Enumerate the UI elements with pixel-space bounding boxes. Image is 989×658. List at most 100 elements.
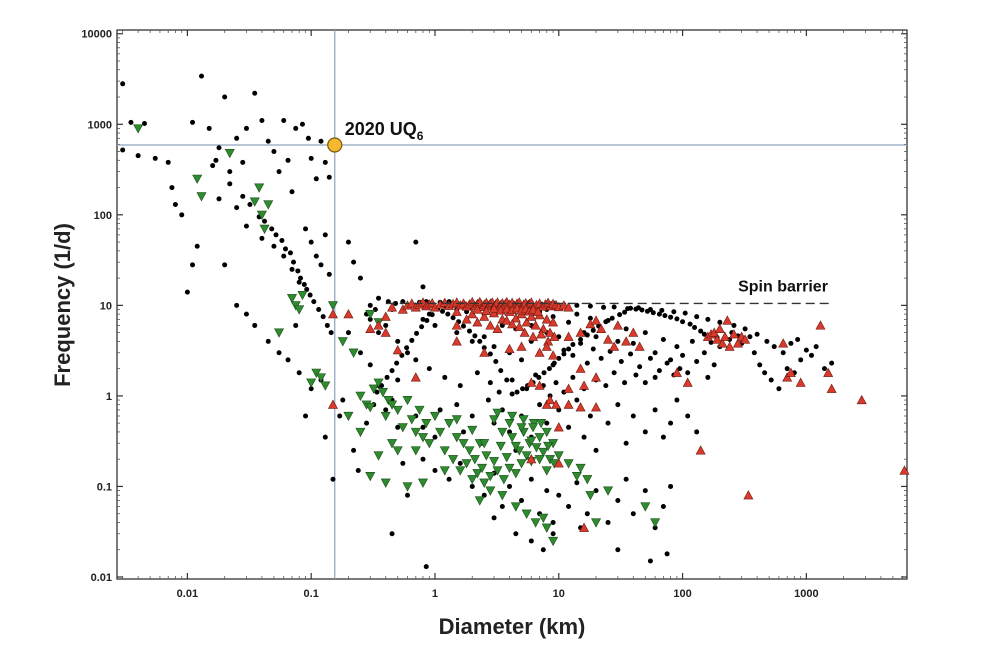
data-point-triangle-up bbox=[489, 308, 500, 318]
data-point-circle bbox=[420, 284, 426, 290]
data-point-triangle-up bbox=[743, 490, 754, 500]
data-point-triangle-up bbox=[728, 329, 739, 339]
data-point-circle bbox=[764, 338, 770, 344]
data-point-circle bbox=[601, 304, 607, 310]
data-point-triangle-up bbox=[612, 320, 623, 330]
data-point-circle bbox=[668, 314, 674, 320]
data-point-circle bbox=[674, 344, 680, 350]
data-point-circle bbox=[485, 397, 491, 403]
data-point-triangle-up bbox=[534, 380, 545, 390]
x-tick-label: 0.01 bbox=[177, 588, 198, 600]
data-point-circle bbox=[374, 389, 380, 395]
data-point-triangle-down bbox=[467, 475, 478, 485]
data-point-circle bbox=[540, 547, 546, 553]
data-point-circle bbox=[420, 456, 426, 462]
highlight-label-subscript: 6 bbox=[417, 129, 424, 143]
data-point-circle bbox=[509, 377, 515, 383]
data-point-circle bbox=[561, 351, 567, 357]
data-point-circle bbox=[404, 345, 410, 351]
data-point-circle bbox=[536, 374, 542, 380]
data-point-circle bbox=[584, 332, 590, 338]
y-tick-label: 0.01 bbox=[91, 572, 112, 584]
data-point-triangle-up bbox=[545, 394, 556, 405]
data-point-triangle-up bbox=[504, 343, 515, 354]
data-point-circle bbox=[487, 351, 493, 357]
data-point-circle bbox=[287, 250, 293, 256]
data-point-circle bbox=[383, 407, 389, 413]
data-point-triangle-down bbox=[196, 192, 207, 202]
data-point-triangle-down bbox=[492, 408, 503, 418]
data-point-triangle-up bbox=[714, 323, 725, 333]
data-point-circle bbox=[120, 147, 126, 153]
data-point-triangle-down bbox=[294, 305, 305, 315]
data-point-triangle-up bbox=[719, 331, 730, 341]
data-point-triangle-down bbox=[377, 388, 388, 398]
data-point-triangle-down bbox=[528, 423, 539, 433]
data-point-triangle-up bbox=[507, 319, 518, 329]
data-point-triangle-down bbox=[355, 391, 366, 402]
data-point-circle bbox=[234, 205, 240, 211]
data-point-circle bbox=[326, 174, 332, 180]
data-point-circle bbox=[747, 334, 753, 340]
data-point-circle bbox=[694, 314, 700, 320]
data-point-triangle-down bbox=[582, 475, 593, 485]
data-point-circle bbox=[618, 358, 624, 364]
data-point-circle bbox=[429, 312, 435, 318]
data-point-triangle-down bbox=[497, 491, 508, 501]
data-point-circle bbox=[313, 176, 319, 182]
data-point-triangle-down bbox=[439, 446, 450, 456]
data-point-triangle-up bbox=[380, 327, 391, 337]
data-point-circle bbox=[642, 330, 648, 336]
data-point-triangle-down bbox=[501, 453, 512, 463]
data-point-circle bbox=[652, 374, 658, 380]
data-point-circle bbox=[432, 322, 438, 328]
data-point-circle bbox=[326, 271, 332, 277]
data-point-circle bbox=[590, 346, 596, 352]
data-point-circle bbox=[389, 531, 395, 537]
data-point-circle bbox=[457, 460, 463, 466]
y-tick-label: 10 bbox=[100, 300, 112, 312]
data-point-triangle-down bbox=[538, 447, 549, 458]
data-point-triangle-down bbox=[481, 451, 492, 461]
data-point-circle bbox=[546, 366, 552, 372]
data-point-triangle-up bbox=[563, 302, 574, 312]
data-point-circle bbox=[291, 259, 297, 265]
data-point-circle bbox=[308, 239, 314, 245]
data-point-circle bbox=[383, 322, 389, 328]
data-point-circle bbox=[584, 360, 590, 366]
data-point-circle bbox=[664, 551, 670, 557]
data-point-circle bbox=[461, 429, 467, 435]
data-point-circle bbox=[662, 313, 668, 319]
data-point-circle bbox=[496, 389, 502, 395]
data-point-triangle-down bbox=[492, 466, 503, 476]
data-point-circle bbox=[318, 138, 324, 144]
data-point-circle bbox=[742, 326, 748, 332]
data-point-triangle-down bbox=[424, 439, 435, 449]
data-point-circle bbox=[499, 504, 505, 510]
data-point-circle bbox=[367, 316, 373, 322]
data-point-triangle-up bbox=[392, 345, 403, 355]
data-point-triangle-up bbox=[856, 394, 867, 405]
data-point-circle bbox=[384, 374, 390, 380]
data-point-triangle-up bbox=[575, 363, 586, 373]
data-point-circle bbox=[285, 357, 291, 363]
data-point-triangle-up bbox=[591, 315, 602, 325]
data-point-triangle-down bbox=[510, 469, 521, 479]
data-point-circle bbox=[630, 413, 636, 419]
data-point-circle bbox=[457, 383, 463, 389]
data-point-triangle-up bbox=[541, 399, 552, 409]
data-point-circle bbox=[566, 346, 572, 352]
data-point-triangle-down bbox=[472, 469, 483, 479]
data-point-circle bbox=[299, 121, 305, 127]
data-point-circle bbox=[337, 413, 343, 419]
data-point-triangle-down bbox=[504, 419, 515, 429]
data-point-triangle-up bbox=[521, 317, 532, 327]
data-point-circle bbox=[757, 362, 763, 368]
data-point-circle bbox=[609, 315, 615, 321]
data-point-circle bbox=[328, 330, 334, 336]
data-point-triangle-down bbox=[192, 174, 203, 184]
data-point-triangle-up bbox=[785, 367, 796, 377]
data-point-circle bbox=[265, 338, 271, 344]
data-point-circle bbox=[351, 447, 357, 453]
data-point-circle bbox=[682, 310, 688, 316]
